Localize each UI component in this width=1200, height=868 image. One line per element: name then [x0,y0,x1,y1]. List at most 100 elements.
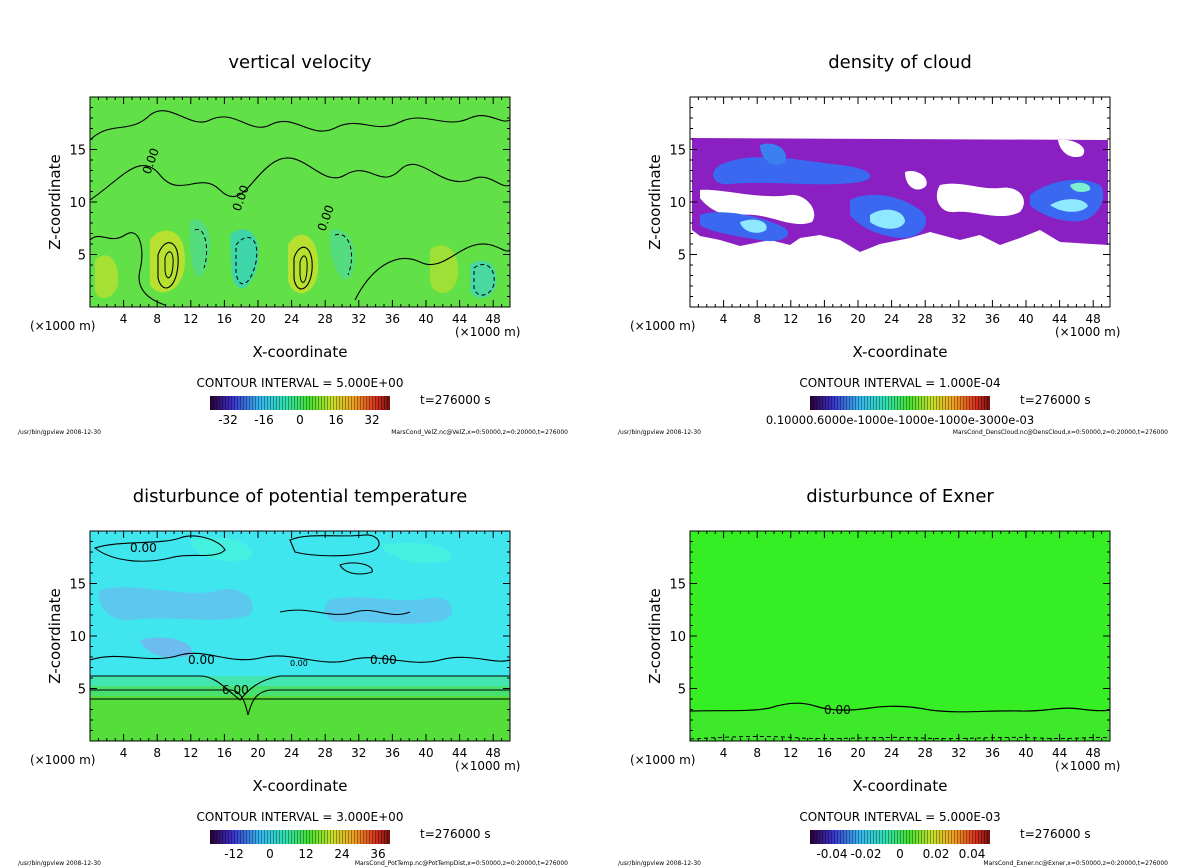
footer-left: /usr/bin/gpview 2008-12-30 [18,429,101,436]
contour-interval: CONTOUR INTERVAL = 5.000E-03 [799,810,1000,824]
contour-positive [299,255,308,283]
y-axis-label: Z-coordinate [646,154,664,249]
contour-zero [89,110,511,141]
footer-left: /usr/bin/gpview 2008-12-30 [618,429,701,436]
x-tick-label: 24 [284,746,299,760]
x-tick-label: 20 [250,746,265,760]
x-tick-label: 8 [753,312,761,326]
x-tick-label: 8 [153,312,161,326]
footer-left: /usr/bin/gpview 2008-12-30 [18,860,101,867]
x-tick-label: 32 [951,312,966,326]
field-patch [99,587,253,621]
panel-density-of-cloud: density of cloud 4 8 12 16 20 24 28 32 36 40 44 485… [618,52,1168,436]
colorbar-tick: -0.02 [850,847,881,861]
plot-area: 0.00 [689,530,1111,742]
panel-title: disturbunce of potential temperature [133,486,468,507]
x-tick-label: 44 [1052,746,1067,760]
plot-area: 0.00 0.00 0.00 0.00 6.00 [89,530,511,742]
colorbar-tick: 16 [328,413,343,427]
x-tick-label: 20 [250,312,265,326]
x-unit-right: (×1000 m) [455,759,520,773]
x-tick-label: 32 [951,746,966,760]
contour-interval: CONTOUR INTERVAL = 5.000E+00 [197,376,404,390]
x-tick-label: 16 [817,746,832,760]
colorbar-tick: -0.04 [816,847,847,861]
y-tick-label: 10 [69,196,86,211]
contour-positive [293,246,313,290]
y-tick-label: 15 [669,144,686,159]
x-tick-label: 36 [985,312,1000,326]
time-label: t=276000 s [420,827,491,841]
cloud-dense [760,143,786,165]
contour-label: 0.00 [370,653,397,667]
y-tick-label: 5 [78,683,86,698]
x-unit-left: (×1000 m) [630,319,695,333]
colorbar-tick: 0.04 [959,847,986,861]
cloud-gap [1058,139,1085,158]
contour-zero [689,702,1111,713]
x-tick-label: 24 [884,312,899,326]
x-unit-right: (×1000 m) [1055,759,1120,773]
colorbar-tick: 0 [296,413,304,427]
x-tick-label: 32 [351,312,366,326]
x-tick-label: 48 [486,312,501,326]
cloud-core [870,209,905,229]
x-tick-label: 16 [217,746,232,760]
x-axis-label: X-coordinate [853,343,948,361]
x-tick-label: 36 [385,312,400,326]
x-tick-label: 48 [1086,312,1101,326]
footer-right: MarsCond_Exner.nc@Exner,x=0:50000,z=0:20… [983,860,1168,867]
colorbar-tick: 32 [364,413,379,427]
panel-title: density of cloud [828,52,972,73]
contour-label: 0.00 [130,541,157,555]
field-patch [324,597,453,624]
y-axis-label: Z-coordinate [646,588,664,683]
footer-left: /usr/bin/gpview 2008-12-30 [618,860,701,867]
y-tick-label: 15 [669,578,686,593]
x-tick-label: 4 [120,312,128,326]
y-tick-label: 5 [678,683,686,698]
x-tick-label: 48 [1086,746,1101,760]
x-tick-label: 12 [183,746,198,760]
y-tick-label: 15 [69,144,86,159]
colorbar-stripes [810,830,990,844]
x-unit-right: (×1000 m) [1055,325,1120,339]
colorbar-tick: 12 [298,847,313,861]
x-tick-label: 44 [452,746,467,760]
footer-right: MarsCond_VelZ.nc@VelZ,x=0:50000,z=0:2000… [391,429,568,436]
field-lower [90,696,510,741]
field-band [90,676,510,686]
colorbar-tick: -12 [224,847,244,861]
colorbar-tick: 0.10000.6000e-1000e-1000e-1000e-3000e-03 [766,413,1034,427]
x-axis-label: X-coordinate [253,343,348,361]
contour-negative [473,264,495,296]
colorbar-stripes [210,830,390,844]
contour-label: 0.00 [188,653,215,667]
contour-negative [194,228,208,269]
field-patch [380,542,452,564]
contour-positive [157,242,179,289]
contour-interval: CONTOUR INTERVAL = 1.000E-04 [799,376,1000,390]
y-tick-label: 10 [669,630,686,645]
cloud-gap [700,189,815,225]
colorbar-tick: 0.02 [923,847,950,861]
x-tick-label: 16 [217,312,232,326]
field-patch-negative [190,219,210,277]
x-unit-left: (×1000 m) [30,319,95,333]
field-patch-positive [95,255,119,299]
x-tick-label: 28 [318,312,333,326]
x-unit-left: (×1000 m) [630,753,695,767]
x-tick-label: 12 [183,312,198,326]
contour-zero [354,243,511,301]
panel-potential-temperature: disturbunce of potential temperature 0.0… [18,486,568,867]
field-patch-negative [470,260,497,298]
x-tick-label: 8 [753,746,761,760]
x-tick-label: 36 [985,746,1000,760]
contour-label: 0.00 [824,703,851,717]
contour-zero [93,535,226,562]
x-tick-label: 28 [918,312,933,326]
colorbar-tick: 36 [370,847,385,861]
